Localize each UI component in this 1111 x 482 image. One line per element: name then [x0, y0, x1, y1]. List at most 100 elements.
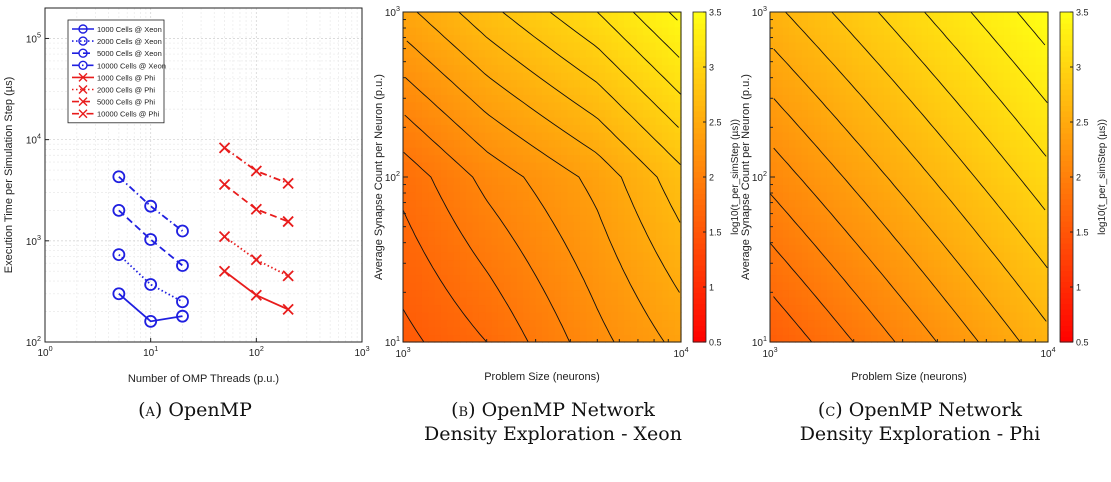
heatmap-cell	[403, 319, 410, 328]
heatmap-cell	[927, 184, 935, 193]
heatmap-cell	[896, 87, 904, 96]
heatmap-cell	[434, 132, 442, 141]
heatmap-cell	[453, 94, 461, 103]
heatmap-cell	[972, 252, 980, 261]
heatmap-cell	[611, 267, 619, 276]
heatmap-cell	[997, 319, 1005, 328]
heatmap-cell	[554, 132, 562, 141]
heatmap-cell	[649, 19, 657, 28]
heatmap-cell	[1022, 282, 1030, 291]
heatmap-cell	[630, 49, 638, 58]
heatmap-cell	[592, 319, 600, 328]
heatmap-cell	[403, 289, 410, 298]
heatmap-cell	[1016, 327, 1024, 336]
legend-marker	[78, 24, 88, 34]
heatmap-cell	[965, 27, 973, 36]
heatmap-cell	[1010, 319, 1018, 328]
colorbar-segment	[693, 298, 706, 305]
heatmap-cell	[940, 274, 948, 283]
heatmap-cell	[611, 94, 619, 103]
heatmap-cell	[510, 297, 518, 306]
heatmap-cell	[1003, 244, 1011, 253]
heatmap-cell	[453, 19, 461, 28]
heatmap-cell	[542, 222, 549, 231]
heatmap-cell	[909, 147, 916, 156]
heatmap-cell	[915, 139, 923, 148]
heatmap-cell	[421, 169, 429, 178]
heatmap-cell	[529, 109, 537, 118]
heatmap-cell	[630, 222, 638, 231]
heatmap-cell	[485, 252, 493, 261]
heatmap-cell	[542, 34, 549, 43]
heatmap-cell	[567, 34, 575, 43]
heatmap-cell	[421, 207, 429, 216]
heatmap-cell	[573, 57, 581, 66]
heatmap-cell	[839, 267, 847, 276]
heatmap-cell	[674, 34, 682, 43]
heatmap-cell	[852, 252, 860, 261]
heatmap-cell	[845, 169, 853, 178]
heatmap-cell	[415, 222, 423, 231]
heatmap-cell	[839, 154, 847, 163]
heatmap-cell	[883, 282, 891, 291]
heatmap-cell	[636, 72, 644, 81]
heatmap-cell	[858, 282, 866, 291]
heatmap-cell	[453, 274, 461, 283]
heatmap-cell	[953, 312, 961, 321]
heatmap-cell	[529, 177, 537, 186]
heatmap-cell	[453, 102, 461, 111]
heatmap-cell	[617, 312, 625, 321]
heatmap-cell	[1029, 49, 1036, 58]
heatmap-cell	[871, 12, 879, 21]
heatmap-cell	[485, 79, 493, 88]
heatmap-cell	[877, 214, 885, 223]
heatmap-cell	[858, 94, 866, 103]
heatmap-cell	[782, 274, 790, 283]
heatmap-cell	[434, 177, 442, 186]
heatmap-cell	[617, 12, 625, 21]
heatmap-cell	[1022, 12, 1030, 21]
heatmap-cell	[478, 124, 486, 133]
heatmap-cell	[643, 267, 651, 276]
heatmap-cell	[877, 222, 885, 231]
heatmap-cell	[643, 192, 651, 201]
heatmap-cell	[548, 94, 556, 103]
heatmap-cell	[485, 49, 493, 58]
heatmap-cell	[497, 139, 505, 148]
heatmap-cell	[630, 274, 638, 283]
legend-marker	[78, 36, 88, 46]
heatmap-cell	[820, 282, 828, 291]
heatmap-cell	[776, 34, 784, 43]
heatmap-cell	[883, 237, 891, 246]
heatmap-cell	[852, 139, 860, 148]
heatmap-cell	[447, 184, 455, 193]
heatmap-cell	[946, 244, 954, 253]
heatmap-cell	[428, 259, 436, 268]
heatmap-cell	[883, 42, 891, 51]
heatmap-cell	[839, 162, 847, 171]
heatmap-cell	[535, 19, 543, 28]
colorbar-segment	[1060, 210, 1073, 217]
heatmap-cell	[611, 192, 619, 201]
heatmap-cell	[466, 327, 474, 336]
heatmap-cell	[858, 34, 866, 43]
heatmap-cell	[991, 267, 999, 276]
heatmap-cell	[940, 207, 948, 216]
heatmap-cell	[567, 87, 575, 96]
heatmap-cell	[915, 79, 923, 88]
heatmap-cell	[529, 12, 537, 21]
heatmap-cell	[415, 192, 423, 201]
heatmap-cell	[782, 214, 790, 223]
heatmap-cell	[845, 139, 853, 148]
heatmap-cell	[1003, 274, 1011, 283]
heatmap-cell	[453, 312, 461, 321]
heatmap-cell	[485, 297, 493, 306]
colorbar-segment	[1060, 122, 1073, 129]
heatmap-cell	[409, 19, 417, 28]
heatmap-cell	[883, 222, 891, 231]
heatmap-cell	[991, 19, 999, 28]
heatmap-cell	[567, 327, 575, 336]
contour-line	[416, 11, 680, 293]
heatmap-cell	[409, 334, 417, 343]
heatmap-cell	[864, 94, 872, 103]
